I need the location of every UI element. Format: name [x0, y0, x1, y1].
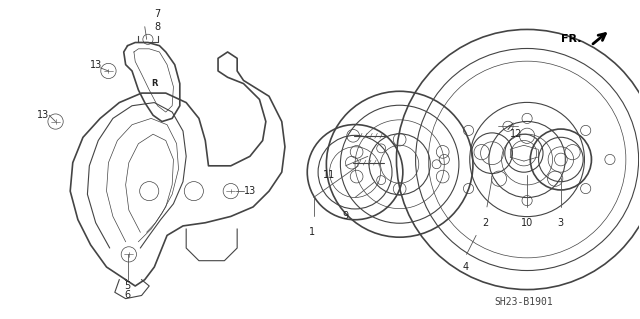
Text: 13: 13: [244, 186, 256, 196]
Text: 7: 7: [154, 9, 161, 19]
Text: 1: 1: [309, 227, 316, 237]
Text: 10: 10: [521, 218, 533, 228]
Text: 13: 13: [90, 60, 102, 70]
Text: SH23-B1901: SH23-B1901: [495, 297, 554, 307]
Text: 9: 9: [342, 211, 349, 221]
Text: 6: 6: [125, 291, 131, 300]
Text: 4: 4: [462, 262, 468, 272]
Text: 8: 8: [154, 22, 161, 32]
Text: FR.: FR.: [561, 34, 581, 44]
Text: 13: 13: [36, 110, 49, 120]
Text: 2: 2: [483, 218, 489, 228]
Text: 11: 11: [323, 170, 336, 180]
Text: 5: 5: [124, 281, 131, 291]
Text: R: R: [151, 79, 157, 88]
Text: 3: 3: [558, 218, 564, 228]
Text: 12: 12: [510, 129, 522, 139]
